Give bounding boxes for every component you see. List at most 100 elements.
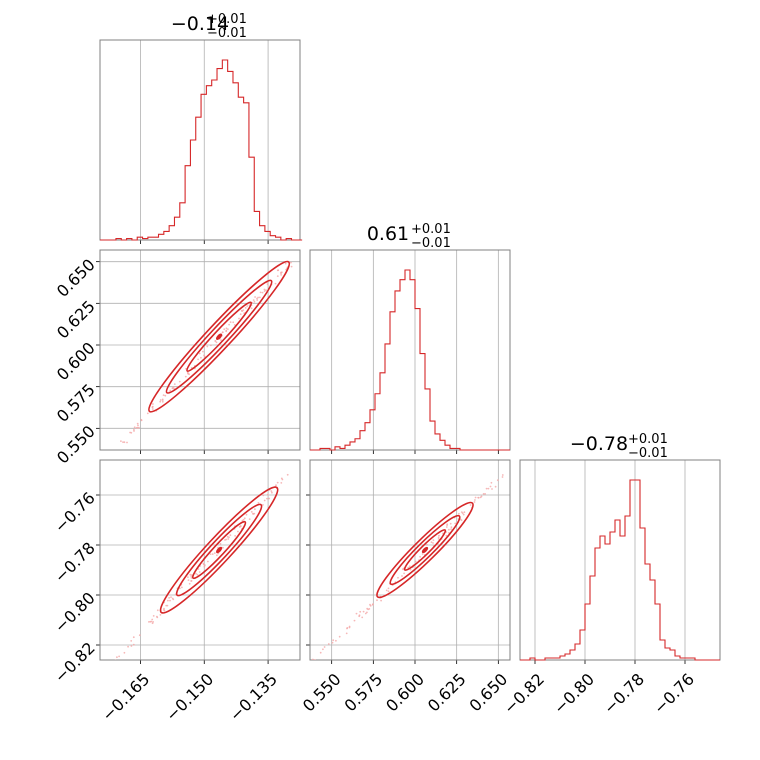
pair-0-point-70 [259, 296, 261, 299]
pair-1-point-57 [207, 560, 209, 563]
pair-1-point-87 [252, 513, 255, 515]
pair-0-point-4 [138, 426, 140, 429]
pair-0-point-85 [133, 430, 135, 432]
pair-1-point-12 [181, 586, 183, 589]
pair-2-core [421, 546, 429, 554]
pair-1-point-76 [222, 546, 224, 549]
pair-0-point-115 [126, 441, 128, 444]
pair-2-point-64 [401, 575, 403, 577]
pair-0-contour-2 [186, 301, 253, 372]
title-sup-0: +0.01 [207, 12, 247, 27]
pair-2-point-105 [419, 555, 421, 558]
title-sup-2: +0.01 [628, 432, 668, 447]
pair-0-point-62 [214, 340, 217, 342]
pair-0-point-27 [137, 424, 139, 427]
pair-1-point-113 [148, 621, 150, 623]
pair-0-point-39 [223, 328, 226, 331]
pair-1-point-27 [116, 656, 118, 659]
pair-0-point-68 [203, 354, 205, 357]
pair-1-point-89 [163, 609, 166, 612]
pair-2-point-53 [403, 572, 405, 575]
pair-2-point-50 [445, 534, 448, 537]
pair-1-contour-0 [159, 486, 279, 614]
pair-1-point-102 [270, 490, 273, 492]
pair-0-point-34 [266, 283, 269, 286]
pair-0-point-44 [215, 341, 218, 344]
pair-1-point-42 [115, 659, 117, 660]
pair-0-point-102 [265, 289, 267, 292]
pair-2-point-24 [482, 493, 485, 495]
pair-2-point-25 [448, 528, 450, 531]
pair-2-point-90 [361, 616, 364, 619]
title-sup-1: +0.01 [411, 222, 451, 237]
panel-0-0 [99, 39, 301, 244]
pair-1-point-111 [198, 571, 201, 573]
pair-2-point-19 [491, 488, 493, 490]
pair-2-point-44 [484, 493, 486, 495]
pair-0-point-92 [151, 405, 154, 408]
pair-1-point-65 [150, 620, 153, 623]
pair-2-contour-2 [403, 529, 447, 571]
pair-1-point-49 [132, 636, 135, 639]
pair-2-point-37 [338, 635, 341, 638]
pair-2-point-109 [408, 565, 411, 568]
pair-0-point-96 [152, 403, 154, 405]
pair-1-core [216, 546, 223, 554]
pair-2-contour-1 [389, 514, 461, 586]
pair-2-point-83 [446, 523, 449, 526]
pair-1-point-94 [151, 618, 154, 621]
pair-2-point-38 [387, 587, 390, 590]
pair-1-point-45 [227, 538, 230, 540]
pair-2-point-1 [359, 610, 362, 613]
pair-2-point-55 [362, 610, 365, 613]
pair-0-core [216, 333, 223, 340]
panel-2-2 [519, 459, 721, 664]
pair-2-point-78 [426, 543, 428, 546]
pair-2-point-27 [485, 487, 488, 490]
pair-1-point-23 [209, 553, 212, 555]
pair-0-point-33 [122, 441, 124, 443]
pair-0-point-97 [238, 317, 240, 320]
panels [96, 39, 721, 664]
pair-2-point-69 [437, 536, 440, 539]
pair-1-point-103 [229, 534, 232, 537]
pair-1-point-96 [263, 499, 266, 502]
pair-2-point-115 [438, 534, 440, 537]
pair-1-point-84 [138, 634, 141, 637]
pair-1-point-112 [190, 580, 193, 582]
pair-2-point-2 [454, 522, 457, 525]
pair-2-point-88 [387, 590, 390, 593]
pair-0-point-114 [244, 307, 247, 309]
pair-2-point-86 [355, 612, 358, 615]
pair-2-point-22 [314, 659, 317, 660]
pair-0-point-84 [140, 419, 143, 422]
pair-0-point-90 [146, 412, 149, 415]
pair-0-point-87 [130, 431, 133, 434]
pair-1-point-80 [170, 596, 172, 598]
pair-2-point-5 [474, 499, 476, 501]
pair-2-point-3 [474, 496, 477, 499]
histogram-1 [310, 269, 510, 451]
panel-2-0-frame [99, 459, 301, 661]
pair-1-point-3 [266, 497, 268, 500]
pair-1-point-71 [118, 655, 120, 658]
pair-2-point-119 [348, 625, 351, 628]
pair-2-point-93 [372, 603, 374, 605]
pair-0-point-119 [261, 291, 264, 294]
pair-2-point-65 [414, 560, 417, 563]
pair-2-point-82 [489, 485, 492, 488]
panel-1-1 [309, 249, 511, 454]
pair-1-point-59 [203, 565, 206, 568]
pair-0-point-1 [252, 299, 255, 301]
pair-1-point-24 [172, 598, 175, 601]
panel-2-2-frame [519, 459, 721, 661]
pair-2-point-104 [460, 511, 463, 513]
pair-2-point-43 [327, 643, 330, 645]
pair-0-point-72 [221, 331, 224, 334]
pair-2-point-12 [501, 474, 504, 476]
title-sub-2: −0.01 [628, 446, 668, 461]
pair-2-point-111 [376, 599, 378, 602]
pair-2-point-30 [397, 576, 399, 579]
pair-2-point-84 [332, 639, 335, 642]
pair-0-point-91 [220, 339, 223, 342]
